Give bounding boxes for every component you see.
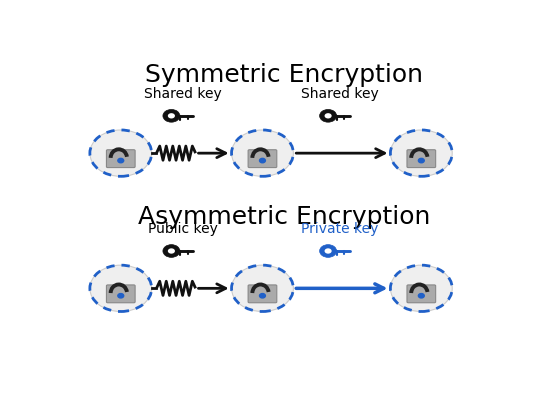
Circle shape: [90, 130, 152, 176]
Circle shape: [118, 158, 124, 163]
FancyBboxPatch shape: [248, 150, 277, 168]
Text: Asymmetric Encryption: Asymmetric Encryption: [138, 205, 430, 229]
Circle shape: [163, 245, 180, 257]
Circle shape: [391, 130, 452, 176]
Circle shape: [320, 110, 337, 122]
Text: Public key: Public key: [148, 222, 218, 236]
Circle shape: [232, 130, 294, 176]
Circle shape: [320, 245, 337, 257]
Circle shape: [325, 248, 332, 254]
Circle shape: [118, 293, 124, 298]
Text: Symmetric Encryption: Symmetric Encryption: [145, 63, 423, 87]
Circle shape: [168, 248, 175, 254]
Circle shape: [90, 265, 152, 311]
Text: Private key: Private key: [301, 222, 378, 236]
Text: Shared key: Shared key: [301, 87, 378, 101]
Circle shape: [325, 113, 332, 118]
Circle shape: [259, 158, 265, 163]
Circle shape: [163, 110, 180, 122]
Circle shape: [418, 158, 424, 163]
FancyBboxPatch shape: [248, 285, 277, 303]
FancyBboxPatch shape: [407, 150, 435, 168]
Circle shape: [418, 293, 424, 298]
Circle shape: [259, 293, 265, 298]
Circle shape: [391, 265, 452, 311]
Circle shape: [168, 113, 175, 118]
FancyBboxPatch shape: [106, 150, 135, 168]
FancyBboxPatch shape: [106, 285, 135, 303]
Circle shape: [232, 265, 294, 311]
Text: Shared key: Shared key: [144, 87, 222, 101]
FancyBboxPatch shape: [407, 285, 435, 303]
